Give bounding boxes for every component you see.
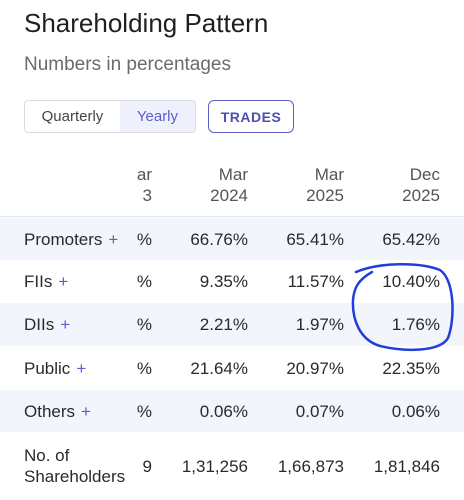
cell: 1.76% (391, 315, 440, 334)
cell: % (136, 272, 152, 291)
cell: 11.57% (287, 272, 344, 291)
cell: % (136, 315, 152, 334)
column-header: 2025 (402, 186, 440, 205)
row-label: Others + (24, 401, 91, 421)
row-label: FIIs + (24, 272, 69, 291)
column-header: 3 (142, 186, 152, 205)
cell: 10.40% (382, 272, 440, 291)
cell: 2.21% (199, 315, 248, 334)
cell: 0.06% (199, 401, 248, 421)
row-background (0, 390, 464, 432)
cell: % (136, 358, 152, 378)
cell: 22.35% (382, 358, 440, 378)
cell: 1,81,846 (373, 456, 440, 476)
cell: 66.76% (190, 229, 248, 249)
cell: 21.64% (190, 358, 248, 378)
trades-button[interactable]: TRADES (208, 100, 294, 133)
column-header: 2024 (210, 186, 248, 205)
tab-group: Quarterly Yearly (24, 100, 196, 133)
tab-selected[interactable]: Yearly (119, 101, 195, 132)
title: Shareholding Pattern (24, 8, 269, 38)
column-header: Dec (409, 165, 440, 184)
row-label: Shareholders (24, 467, 126, 486)
cell: 20.97% (286, 358, 344, 378)
expand-button[interactable]: + (58, 272, 69, 291)
row-background (0, 218, 464, 260)
row-label: Public + (24, 358, 87, 378)
column-header: ar (136, 165, 152, 184)
cell: 0.07% (295, 401, 344, 421)
expand-button[interactable]: + (108, 229, 119, 249)
cell: 65.42% (382, 229, 440, 249)
cell: 0.06% (391, 401, 440, 421)
divider (0, 216, 464, 217)
tab[interactable]: Quarterly (41, 108, 104, 125)
cell: 1,66,873 (277, 456, 344, 476)
row-label: DIIs + (24, 315, 71, 334)
cell: 65.41% (286, 229, 344, 249)
cell: % (136, 401, 152, 421)
cell: 9.35% (199, 272, 248, 291)
cell: % (136, 229, 152, 249)
cell: 9 (142, 456, 152, 476)
expand-button[interactable]: + (76, 358, 87, 378)
column-header: 2025 (306, 186, 344, 205)
column-header: Mar (218, 165, 248, 184)
subtitle: Numbers in percentages (24, 54, 231, 75)
row-label: Promoters + (24, 229, 119, 249)
column-header: Mar (314, 165, 344, 184)
expand-button[interactable]: + (81, 401, 91, 421)
cell: 1,31,256 (181, 456, 248, 476)
cell: 1.97% (295, 315, 344, 334)
expand-button[interactable]: + (60, 315, 71, 334)
row-label: No. of (24, 446, 70, 465)
